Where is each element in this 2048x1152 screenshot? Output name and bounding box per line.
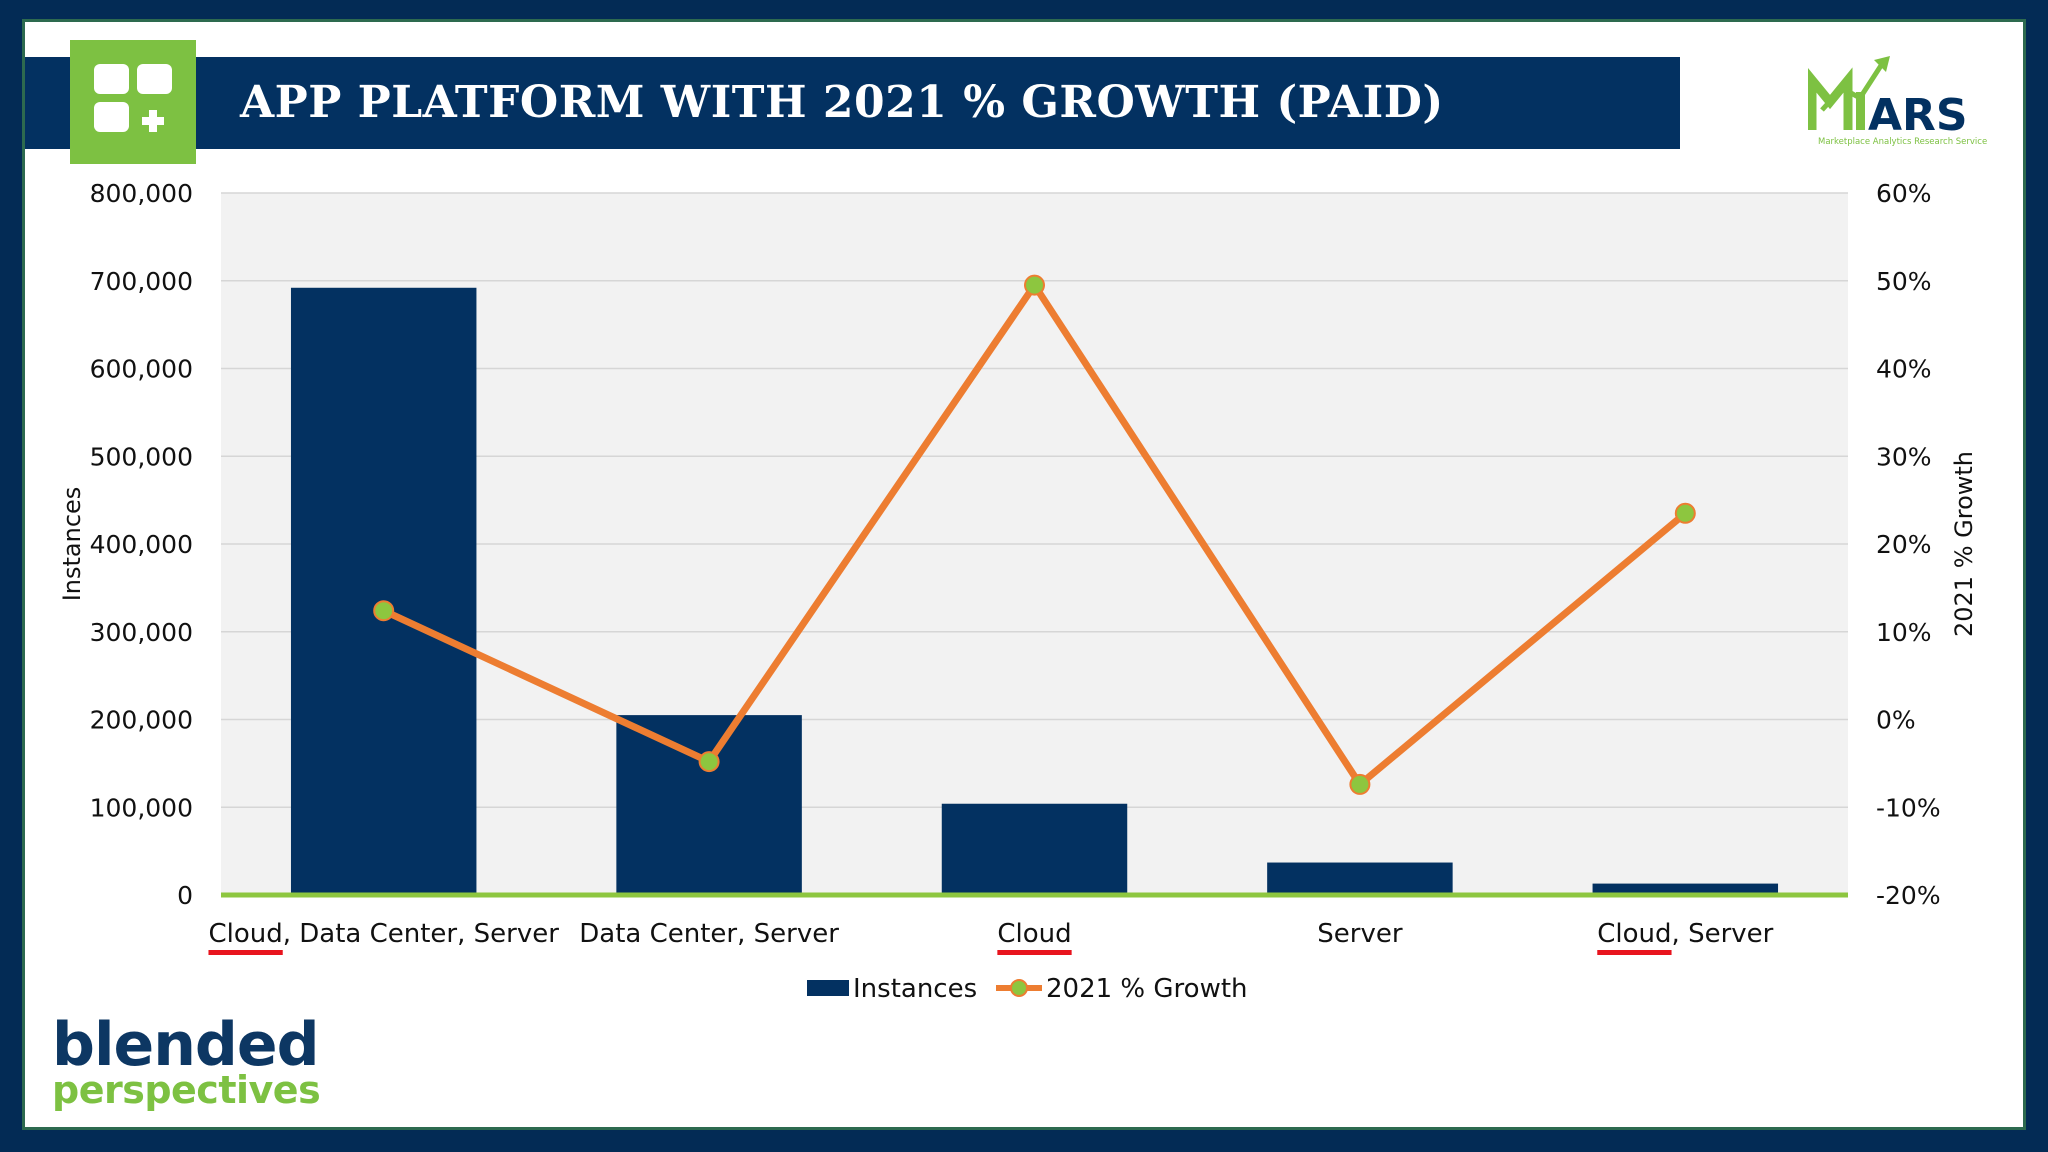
point-growth xyxy=(698,751,720,773)
legend-label-growth: 2021 % Growth xyxy=(1046,974,1248,1004)
y-tick-label: 600,000 xyxy=(90,355,193,384)
category-underline xyxy=(997,950,1072,955)
category-label: Server xyxy=(1317,919,1403,949)
title-bar xyxy=(25,57,1680,149)
y2-tick-label: 60% xyxy=(1876,179,1932,208)
bar-instances xyxy=(1592,883,1779,895)
category-label: Data Center, Server xyxy=(579,919,839,949)
blended-logo-word: blended xyxy=(52,1010,320,1080)
legend-label-instances: Instances xyxy=(853,974,977,1004)
y-axis-title: Instances xyxy=(58,487,86,602)
y2-tick-label: 10% xyxy=(1876,618,1932,647)
bar-instances xyxy=(941,803,1128,895)
y-tick-label: 0 xyxy=(177,881,193,910)
point-growth xyxy=(1349,773,1371,795)
category-underline xyxy=(208,950,283,955)
y-tick-label: 500,000 xyxy=(90,442,193,471)
bar-instances xyxy=(290,287,477,895)
y2-tick-label: -10% xyxy=(1876,793,1941,822)
bar-instances xyxy=(1267,862,1453,895)
y2-tick-label: -20% xyxy=(1876,881,1941,910)
category-underline xyxy=(1597,950,1672,955)
point-growth xyxy=(373,600,395,622)
y2-axis-title: 2021 % Growth xyxy=(1950,451,1978,637)
y-tick-label: 800,000 xyxy=(90,179,193,208)
page-title: APP PLATFORM WITH 2021 % GROWTH (PAID) xyxy=(240,77,1444,128)
y-tick-label: 200,000 xyxy=(90,706,193,735)
legend-swatch-instances xyxy=(807,980,849,996)
y-tick-label: 400,000 xyxy=(90,530,193,559)
mars-logo: ARS Marketplace Analytics Research Servi… xyxy=(1808,56,1987,147)
y-tick-label: 300,000 xyxy=(90,618,193,647)
y2-tick-label: 50% xyxy=(1876,267,1932,296)
y2-tick-label: 40% xyxy=(1876,355,1932,384)
point-growth xyxy=(1674,502,1696,524)
y2-tick-label: 0% xyxy=(1876,706,1916,735)
y-tick-label: 700,000 xyxy=(90,267,193,296)
category-label: Cloud, Data Center, Server xyxy=(208,919,559,949)
y2-tick-label: 30% xyxy=(1876,442,1932,471)
y2-tick-label: 20% xyxy=(1876,530,1932,559)
point-growth xyxy=(1024,274,1045,296)
perspectives-logo-word: perspectives xyxy=(52,1068,321,1112)
mars-logo-text: ARS xyxy=(1868,90,1968,141)
mars-logo-tagline: Marketplace Analytics Research Service xyxy=(1818,137,1987,147)
bar-instances xyxy=(616,715,802,895)
blended-perspectives-logo: blended perspectives xyxy=(52,1010,321,1112)
y-tick-label: 100,000 xyxy=(90,793,193,822)
category-label: Cloud xyxy=(997,919,1071,949)
app-grid-icon xyxy=(70,40,196,164)
legend-swatch-growth-marker xyxy=(1010,979,1028,997)
category-label: Cloud, Server xyxy=(1597,919,1773,949)
